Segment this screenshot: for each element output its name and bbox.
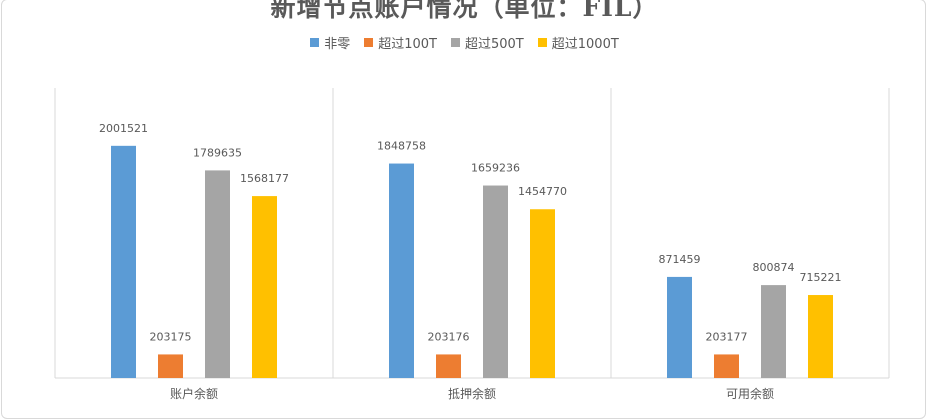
chart-legend: 非零 超过100T 超过500T 超过1000T: [0, 33, 929, 52]
data-label-0-2: 1789635: [193, 146, 242, 159]
bar-chart-plot: 2001521 203175 1789635 1568177 账户余额 1848758 20…: [54, 88, 890, 401]
bar-0-1: [158, 354, 183, 378]
data-label-1-0: 1848758: [377, 140, 426, 153]
legend-label-series-3: 超过1000T: [551, 37, 619, 52]
data-label-0-1: 203175: [150, 330, 192, 343]
bar-2-3: [808, 295, 833, 378]
legend-item-series-1: 超过100T: [364, 33, 437, 52]
bar-2-2: [761, 285, 786, 378]
bar-2-1: [714, 354, 739, 378]
legend-swatch-series-0: [310, 38, 320, 47]
bar-1-2: [483, 185, 508, 378]
legend-label-series-1: 超过100T: [378, 37, 437, 52]
bar-2-0: [667, 276, 692, 378]
category-label-2: 可用余额: [726, 386, 774, 401]
bar-0-3: [252, 196, 277, 378]
legend-item-series-0: 非零: [310, 33, 350, 52]
data-label-2-2: 800874: [753, 261, 795, 274]
bar-1-1: [436, 354, 461, 378]
legend-item-series-3: 超过1000T: [537, 33, 619, 52]
chart-title: 新增节点账户情况（单位：FIL）: [270, 0, 659, 22]
category-label-0: 账户余额: [170, 386, 218, 401]
bar-0-0: [111, 145, 136, 378]
bar-0-2: [205, 170, 230, 378]
legend-swatch-series-3: [537, 38, 547, 47]
data-label-2-1: 203177: [706, 330, 748, 343]
legend-label-series-0: 非零: [324, 37, 351, 52]
data-label-2-3: 715221: [800, 271, 842, 284]
data-label-0-0: 2001521: [99, 122, 148, 135]
legend-swatch-series-1: [364, 38, 374, 47]
data-label-0-3: 1568177: [240, 172, 289, 185]
category-label-1: 抵押余额: [448, 386, 496, 401]
data-label-1-3: 1454770: [518, 185, 567, 198]
data-label-1-2: 1659236: [471, 162, 520, 175]
data-label-2-0: 871459: [659, 253, 701, 266]
bar-1-0: [389, 163, 414, 378]
data-label-1-1: 203176: [428, 330, 470, 343]
legend-label-series-2: 超过500T: [464, 37, 524, 52]
legend-swatch-series-2: [450, 38, 460, 47]
legend-item-series-2: 超过500T: [450, 33, 524, 52]
bar-1-3: [530, 209, 555, 378]
